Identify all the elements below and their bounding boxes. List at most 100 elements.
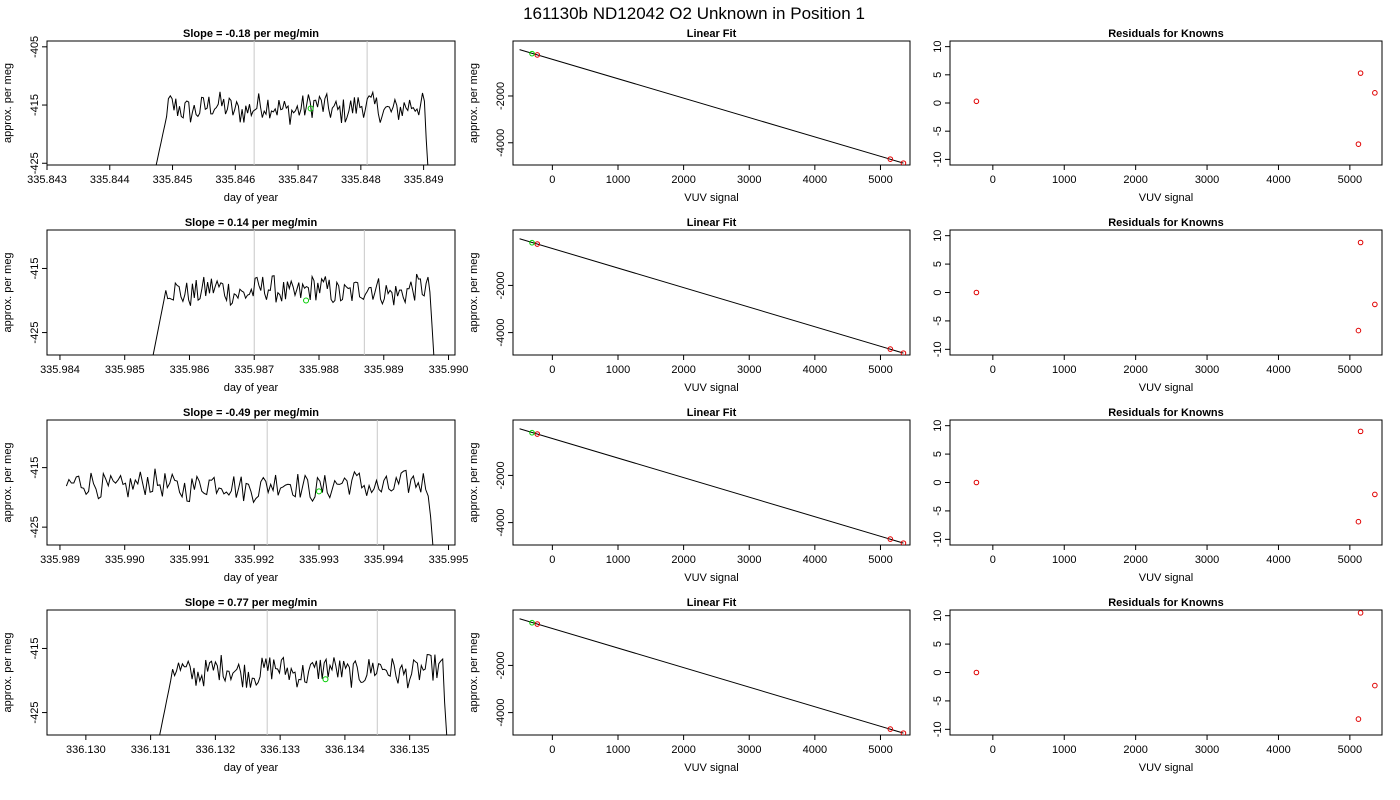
unknown-sample-marker <box>322 676 329 683</box>
x-tick-label: 0 <box>549 364 555 376</box>
panel-row2-trace: Slope = 0.14 per meg/min 335.984 335.985 33… <box>2 217 468 394</box>
y-axis-label: approx. per meg <box>468 442 480 522</box>
marks <box>973 70 1378 147</box>
x-tick-label: 1000 <box>606 744 630 756</box>
y-tick-label: -425 <box>29 322 41 344</box>
residual-point <box>1357 428 1364 435</box>
panel-title: Slope = -0.18 per meg/min <box>183 28 319 40</box>
unknown-point <box>529 239 535 246</box>
fit-line <box>519 238 904 354</box>
x-tick-label: 0 <box>990 364 996 376</box>
marks <box>519 618 907 735</box>
x-tick-label: 4000 <box>803 744 827 756</box>
x-tick-label: 2000 <box>671 174 695 186</box>
plot-frame <box>46 40 456 166</box>
x-tick-label: 1000 <box>1052 364 1076 376</box>
y-tick-label: -10 <box>932 151 944 167</box>
marks <box>519 428 907 545</box>
x-tick-label: 1000 <box>606 364 630 376</box>
residual-point <box>1357 70 1364 76</box>
panel-row1-trace: Slope = -0.18 per meg/min 335.843 335.844 3… <box>2 28 456 204</box>
residual-point <box>1355 518 1362 525</box>
x-tick-label: 1000 <box>1052 554 1076 566</box>
x-tick-label: 4000 <box>1266 174 1290 186</box>
panel-row1-resid: Residuals for Knowns 0 1000 2000 3000 4000 500… <box>932 28 1383 204</box>
marks <box>65 420 434 545</box>
x-tick-label: 2000 <box>671 364 695 376</box>
x-tick-label: 335.990 <box>105 554 145 566</box>
residual-point <box>1355 327 1362 334</box>
residual-point <box>973 98 980 105</box>
y-tick-label: 10 <box>932 420 944 432</box>
y-tick-label: -4000 <box>495 509 507 537</box>
x-tick-label: 2000 <box>671 554 695 566</box>
y-tick-label: -5 <box>932 316 944 326</box>
y-tick-label: -5 <box>932 696 944 706</box>
x-tick-label: 5000 <box>868 554 892 566</box>
residual-point <box>1372 301 1378 308</box>
panel-row4-fit: Linear Fit 0 1000 2000 3000 4000 5000 VUV signa… <box>468 597 911 774</box>
panel-title: Linear Fit <box>687 217 737 229</box>
x-tick-label: 2000 <box>671 744 695 756</box>
x-tick-label: 3000 <box>737 744 761 756</box>
x-tick-label: 4000 <box>803 364 827 376</box>
plot-frame <box>512 419 911 546</box>
plot-frame <box>46 609 456 736</box>
residual-point <box>1357 610 1364 616</box>
x-tick-label: 335.847 <box>278 174 318 186</box>
plot-frame <box>46 229 456 356</box>
panel-title: Residuals for Knowns <box>1108 28 1224 40</box>
x-tick-label: 4000 <box>803 554 827 566</box>
data-trace-line <box>65 468 434 545</box>
x-tick-label: 335.995 <box>429 554 469 566</box>
marks <box>159 610 448 735</box>
x-tick-label: 335.844 <box>90 174 130 186</box>
x-tick-label: 335.991 <box>170 554 210 566</box>
y-tick-label: 0 <box>932 669 944 675</box>
x-tick-label: 335.846 <box>215 174 255 186</box>
known-point <box>887 726 894 732</box>
panel-row4-trace: Slope = 0.77 per meg/min 336.130 336.131 33… <box>2 597 456 774</box>
x-axis-label: VUV signal <box>684 572 738 584</box>
x-tick-label: 335.990 <box>429 364 469 376</box>
x-tick-label: 0 <box>990 174 996 186</box>
x-tick-label: 335.843 <box>27 174 67 186</box>
x-tick-label: 336.134 <box>325 744 365 756</box>
x-tick-label: 5000 <box>1338 364 1362 376</box>
panel-title: Linear Fit <box>687 28 737 40</box>
y-axis-label: approx. per meg <box>468 63 480 143</box>
marks <box>519 49 907 165</box>
x-tick-label: 1000 <box>606 174 630 186</box>
known-point <box>534 52 541 58</box>
y-axis-label: approx. per meg <box>2 632 14 712</box>
plot-frame <box>949 609 1383 736</box>
y-tick-label: -425 <box>29 702 41 724</box>
x-tick-label: 3000 <box>737 554 761 566</box>
x-axis-label: VUV signal <box>1139 572 1193 584</box>
x-axis-label: day of year <box>224 192 279 204</box>
x-tick-label: 3000 <box>1195 744 1219 756</box>
y-tick-label: 0 <box>932 479 944 485</box>
residual-point <box>1372 491 1378 498</box>
y-tick-label: 5 <box>932 451 944 457</box>
marks <box>155 41 429 165</box>
x-tick-label: 0 <box>549 174 555 186</box>
data-trace-line <box>155 90 429 165</box>
x-tick-label: 4000 <box>1266 364 1290 376</box>
marks <box>152 230 435 355</box>
residual-point <box>973 669 980 676</box>
known-point <box>900 730 907 735</box>
panel-title: Residuals for Knowns <box>1108 217 1224 229</box>
x-tick-label: 335.992 <box>234 554 274 566</box>
x-tick-label: 0 <box>549 744 555 756</box>
y-tick-label: -4000 <box>495 319 507 347</box>
y-tick-label: 10 <box>932 230 944 242</box>
unknown-point <box>529 619 535 626</box>
y-axis-label: approx. per meg <box>2 63 14 143</box>
x-tick-label: 2000 <box>1123 744 1147 756</box>
x-axis-label: VUV signal <box>1139 192 1193 204</box>
plot-frame <box>512 229 911 356</box>
known-point <box>534 621 541 627</box>
panel-title: Slope = 0.77 per meg/min <box>185 597 318 609</box>
